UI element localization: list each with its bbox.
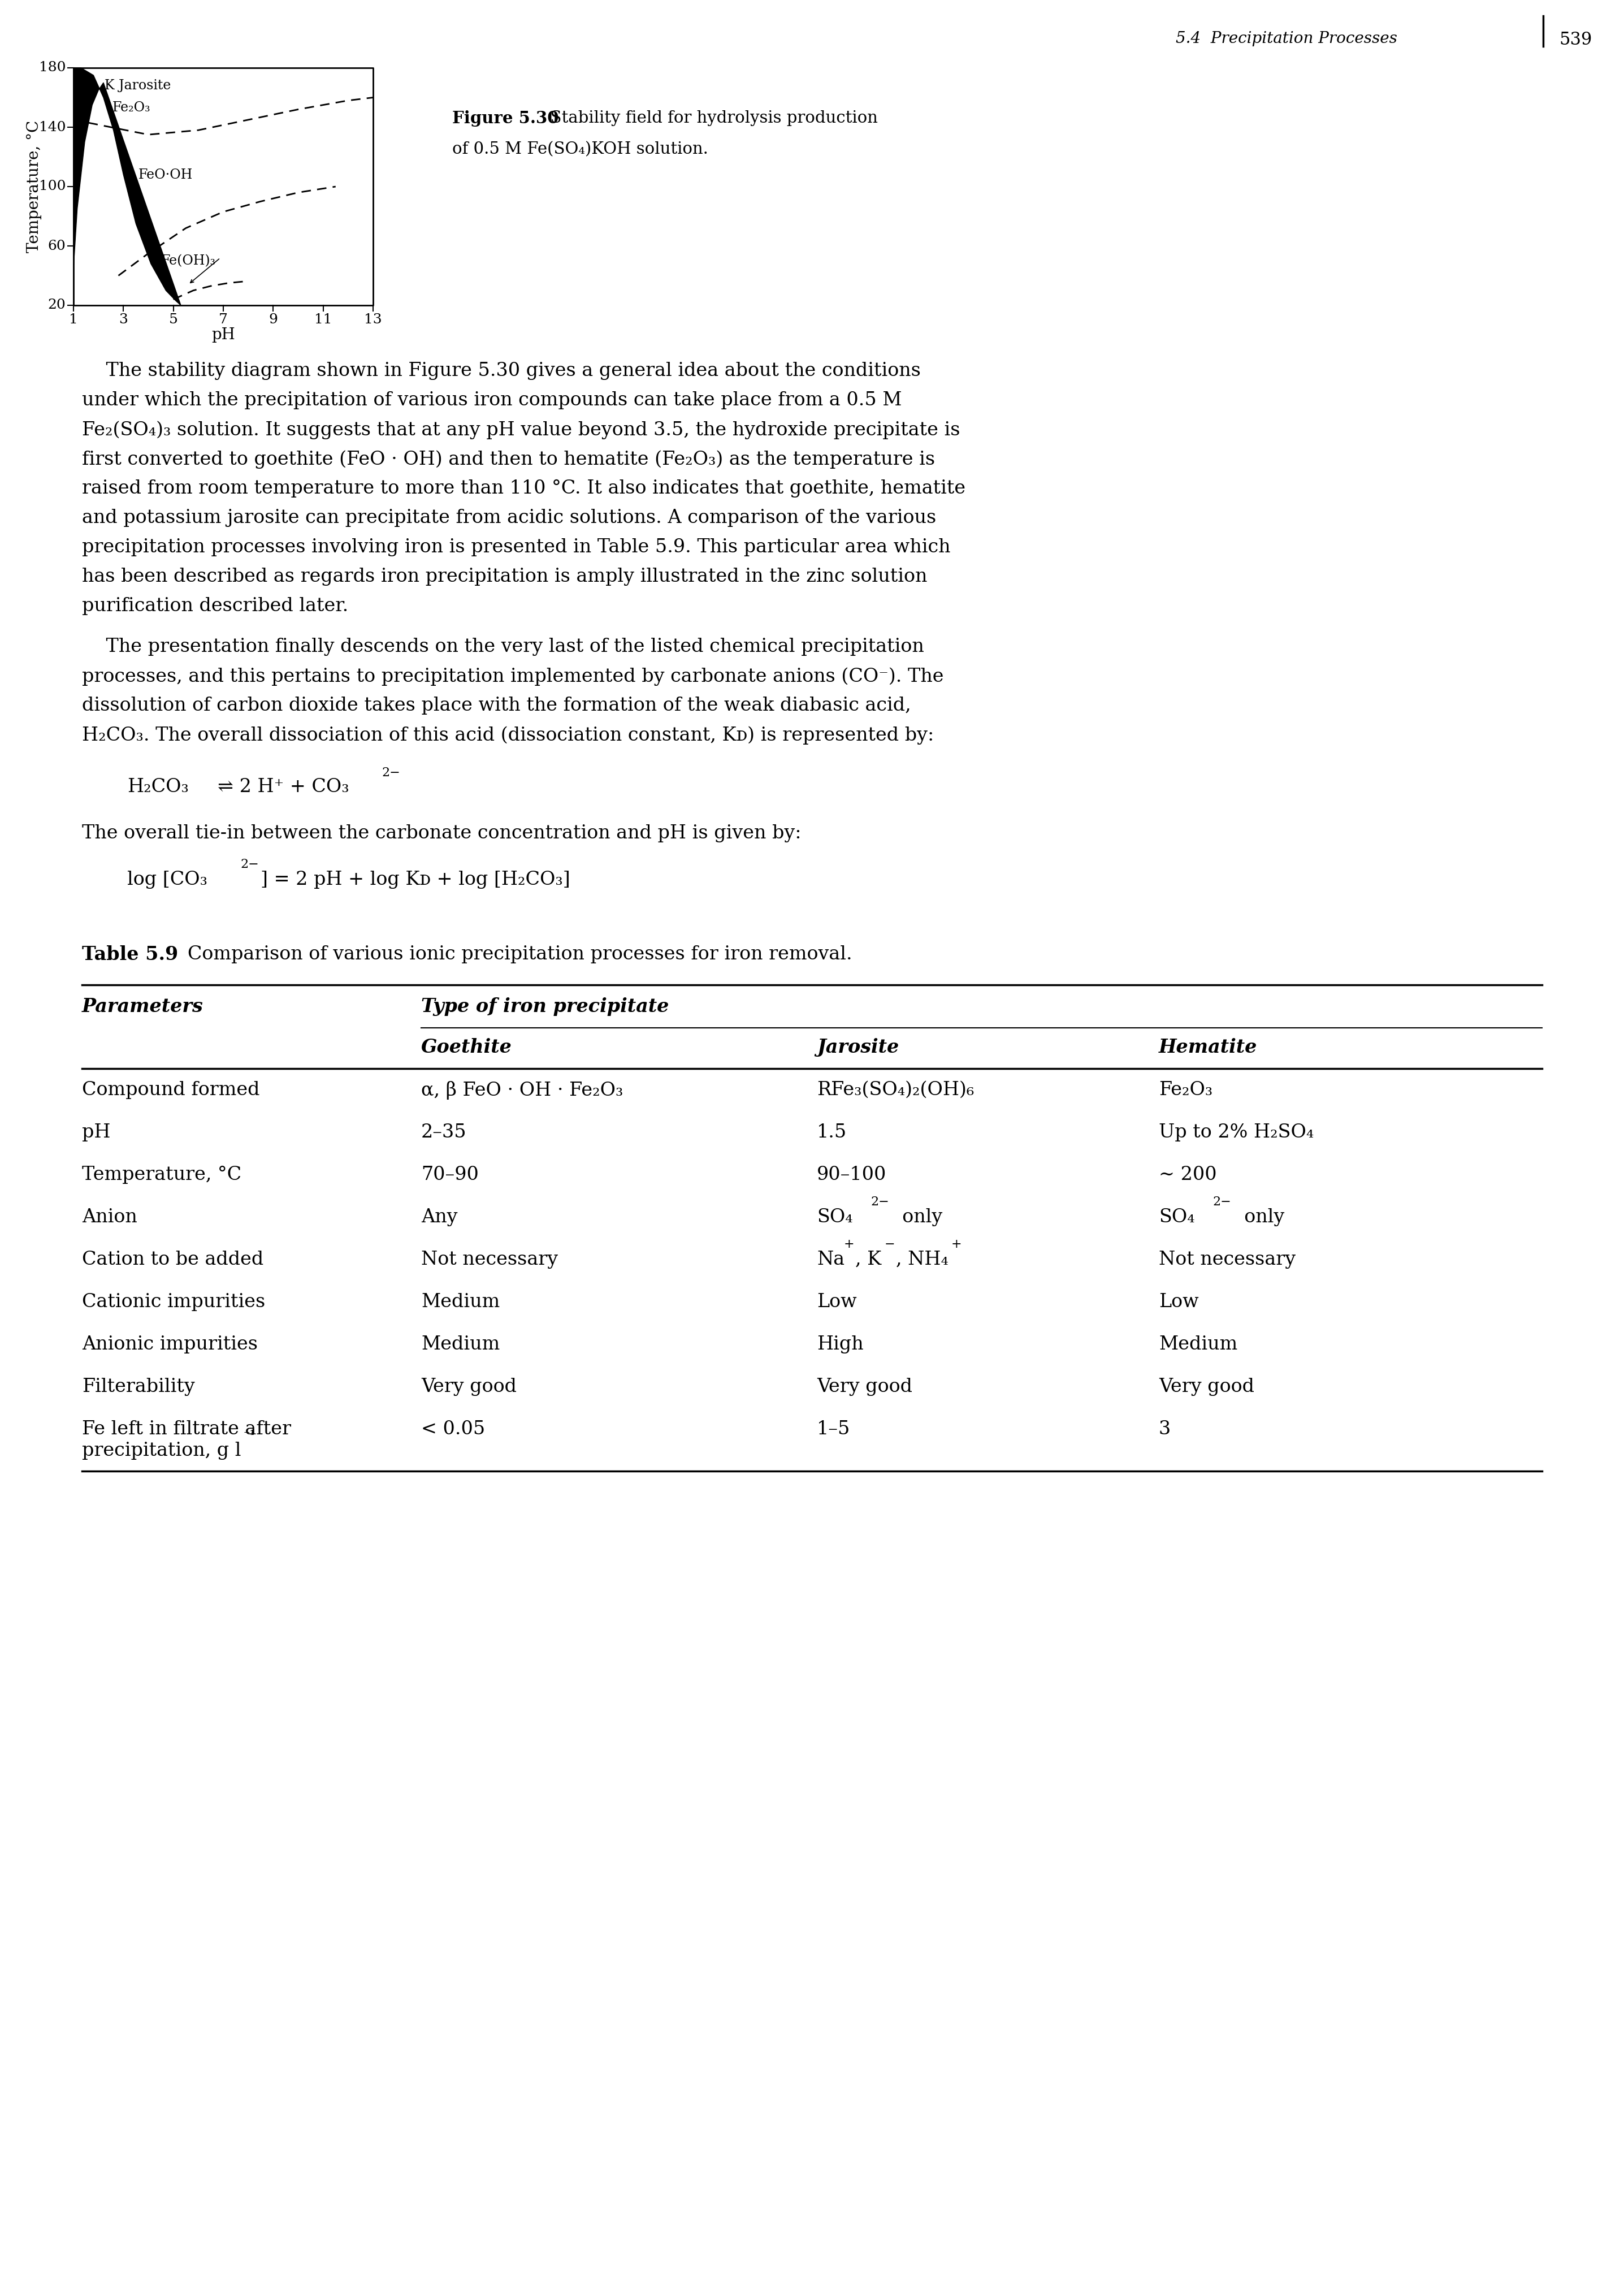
Text: K Jarosite: K Jarosite [104, 80, 171, 92]
Text: Very good: Very good [421, 1377, 516, 1396]
Text: Parameters: Parameters [81, 997, 203, 1015]
Text: and potassium jarosite can precipitate from acidic solutions. A comparison of th: and potassium jarosite can precipitate f… [81, 509, 935, 527]
Text: Not necessary: Not necessary [1160, 1251, 1296, 1270]
Text: 2−: 2− [240, 857, 258, 871]
Text: Medium: Medium [1160, 1336, 1237, 1355]
Text: 2−: 2− [870, 1196, 888, 1208]
Text: 2−: 2− [1213, 1196, 1231, 1208]
Text: 2–35: 2–35 [421, 1123, 466, 1141]
Text: first converted to goethite (FeO · OH) and then to hematite (Fe₂O₃) as the tempe: first converted to goethite (FeO · OH) a… [81, 449, 935, 468]
Text: Compound formed: Compound formed [81, 1082, 260, 1100]
Text: The overall tie-in between the carbonate concentration and pH is given by:: The overall tie-in between the carbonate… [81, 825, 801, 843]
Text: Fe₂(SO₄)₃ solution. It suggests that at any pH value beyond 3.5, the hydroxide p: Fe₂(SO₄)₃ solution. It suggests that at … [81, 422, 960, 440]
Text: 1–5: 1–5 [817, 1421, 851, 1439]
Text: H₂CO₃. The overall dissociation of this acid (dissociation constant, Kᴅ) is repr: H₂CO₃. The overall dissociation of this … [81, 727, 934, 745]
Text: −: − [885, 1238, 895, 1251]
Text: ∼ 200: ∼ 200 [1160, 1167, 1216, 1185]
Text: The stability diagram shown in Figure 5.30 gives a general idea about the condit: The stability diagram shown in Figure 5.… [81, 362, 921, 380]
Text: 3: 3 [1160, 1421, 1171, 1439]
Text: Fe(OH)₃: Fe(OH)₃ [161, 254, 216, 268]
Text: raised from room temperature to more than 110 °C. It also indicates that goethit: raised from room temperature to more tha… [81, 479, 966, 497]
Text: Any: Any [421, 1208, 458, 1226]
Text: Very good: Very good [1160, 1377, 1254, 1396]
Text: 9: 9 [268, 314, 278, 325]
Text: 70–90: 70–90 [421, 1167, 479, 1185]
Text: 180: 180 [39, 62, 65, 73]
Text: Temperature, °C: Temperature, °C [26, 121, 42, 252]
Text: The presentation finally descends on the very last of the listed chemical precip: The presentation finally descends on the… [81, 637, 924, 656]
Text: 5: 5 [169, 314, 179, 325]
Text: processes, and this pertains to precipitation implemented by carbonate anions (C: processes, and this pertains to precipit… [81, 667, 944, 685]
Text: Low: Low [1160, 1293, 1199, 1311]
Text: , K: , K [856, 1251, 882, 1270]
Text: Goethite: Goethite [421, 1038, 512, 1057]
Text: 539: 539 [1559, 32, 1592, 48]
Text: Fe₂O₃: Fe₂O₃ [1160, 1082, 1213, 1100]
Text: precipitation, g l: precipitation, g l [81, 1442, 240, 1460]
Text: 90–100: 90–100 [817, 1167, 887, 1185]
Text: dissolution of carbon dioxide takes place with the formation of the weak diabasi: dissolution of carbon dioxide takes plac… [81, 697, 911, 715]
Text: 3: 3 [119, 314, 128, 325]
Text: α, β FeO · OH · Fe₂O₃: α, β FeO · OH · Fe₂O₃ [421, 1082, 624, 1100]
Text: Figure 5.30: Figure 5.30 [451, 110, 559, 126]
Text: Anionic impurities: Anionic impurities [81, 1336, 258, 1355]
Text: +: + [844, 1238, 854, 1251]
Polygon shape [73, 69, 180, 305]
Text: purification described later.: purification described later. [81, 596, 348, 614]
Text: Stability field for hydrolysis production: Stability field for hydrolysis productio… [539, 110, 879, 126]
Text: precipitation processes involving iron is presented in Table 5.9. This particula: precipitation processes involving iron i… [81, 539, 950, 557]
Text: Anion: Anion [81, 1208, 136, 1226]
Text: Not necessary: Not necessary [421, 1251, 559, 1270]
Text: Hematite: Hematite [1160, 1038, 1257, 1057]
Text: Comparison of various ionic precipitation processes for iron removal.: Comparison of various ionic precipitatio… [169, 944, 853, 963]
Text: 1: 1 [70, 314, 78, 325]
Text: pH: pH [211, 328, 235, 342]
Text: < 0.05: < 0.05 [421, 1421, 486, 1439]
Text: SO₄: SO₄ [817, 1208, 853, 1226]
Text: Type of iron precipitate: Type of iron precipitate [421, 997, 669, 1015]
Text: RFe₃(SO₄)₂(OH)₆: RFe₃(SO₄)₂(OH)₆ [817, 1082, 974, 1100]
Text: +: + [952, 1238, 961, 1251]
Text: Fe left in filtrate after: Fe left in filtrate after [81, 1421, 291, 1439]
Text: Na: Na [817, 1251, 844, 1270]
Text: ⇌ 2 H⁺ + CO₃: ⇌ 2 H⁺ + CO₃ [218, 777, 349, 795]
Text: of 0.5 M Fe(SO₄)KOH solution.: of 0.5 M Fe(SO₄)KOH solution. [451, 142, 708, 158]
Text: ⁻¹: ⁻¹ [244, 1430, 255, 1442]
Text: has been described as regards iron precipitation is amply illustrated in the zin: has been described as regards iron preci… [81, 568, 927, 587]
Text: Low: Low [817, 1293, 857, 1311]
Text: FeO·OH: FeO·OH [138, 167, 193, 181]
Text: only: only [1233, 1208, 1285, 1226]
Text: ] = 2 pH + log Kᴅ + log [H₂CO₃]: ] = 2 pH + log Kᴅ + log [H₂CO₃] [260, 871, 570, 889]
Text: Medium: Medium [421, 1293, 500, 1311]
Text: 100: 100 [39, 181, 65, 193]
Text: 7: 7 [219, 314, 227, 325]
Text: 5.4  Precipitation Processes: 5.4 Precipitation Processes [1176, 32, 1397, 46]
Text: Medium: Medium [421, 1336, 500, 1355]
Text: Cation to be added: Cation to be added [81, 1251, 263, 1270]
Text: pH: pH [81, 1123, 110, 1141]
Text: Very good: Very good [817, 1377, 913, 1396]
Text: log [CO₃: log [CO₃ [127, 871, 208, 889]
Text: 11: 11 [313, 314, 331, 325]
Text: 60: 60 [47, 238, 65, 252]
Text: 140: 140 [39, 121, 65, 133]
Text: Jarosite: Jarosite [817, 1038, 900, 1057]
Text: 2−: 2− [382, 766, 400, 779]
Text: Temperature, °C: Temperature, °C [81, 1167, 242, 1185]
Text: Up to 2% H₂SO₄: Up to 2% H₂SO₄ [1160, 1123, 1314, 1141]
Text: 20: 20 [47, 298, 65, 312]
Text: 13: 13 [364, 314, 382, 325]
Text: , NH₄: , NH₄ [896, 1251, 948, 1270]
Text: only: only [890, 1208, 942, 1226]
Text: SO₄: SO₄ [1160, 1208, 1195, 1226]
Text: 1.5: 1.5 [817, 1123, 846, 1141]
Text: Fe₂O₃: Fe₂O₃ [112, 101, 151, 115]
Text: under which the precipitation of various iron compounds can take place from a 0.: under which the precipitation of various… [81, 392, 901, 410]
Text: H₂CO₃: H₂CO₃ [127, 777, 188, 795]
Text: Filterability: Filterability [81, 1377, 195, 1396]
Text: Cationic impurities: Cationic impurities [81, 1293, 265, 1311]
Text: Table 5.9: Table 5.9 [81, 944, 179, 965]
Text: High: High [817, 1336, 864, 1355]
